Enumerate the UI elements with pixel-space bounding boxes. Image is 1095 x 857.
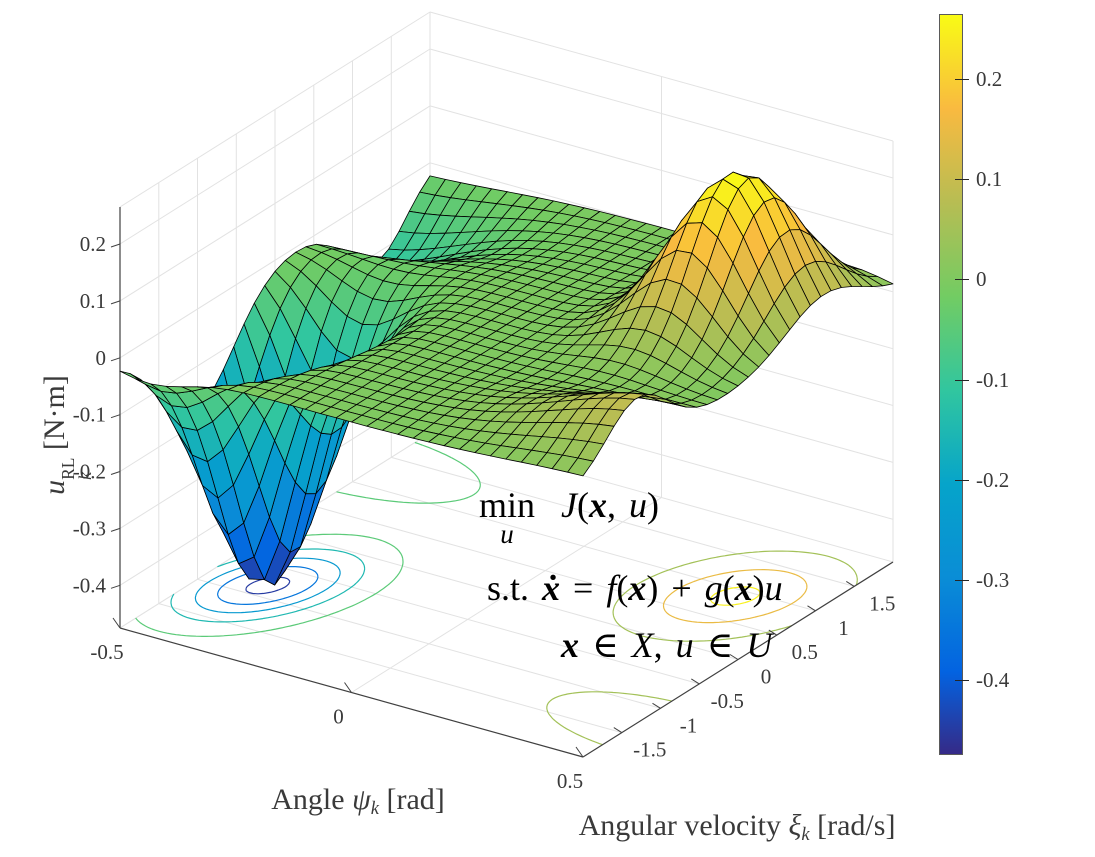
text-token: ( <box>616 568 629 608</box>
text-token: u <box>629 485 647 525</box>
text-token: , <box>653 625 676 665</box>
text-token: , <box>607 485 629 525</box>
colorbar-tick-mark <box>955 379 969 381</box>
y-axis-label: Angular velocity ξk [rad/s] <box>537 809 937 846</box>
text-token: x <box>628 568 647 608</box>
text-token: s.t. <box>487 568 543 608</box>
math-min-objective: min u J(x, u) <box>479 485 659 549</box>
text-token: Angular velocity <box>578 809 789 842</box>
min-operator: min u <box>479 485 536 549</box>
y-tick-label: 1 <box>838 616 849 640</box>
text-token: u <box>38 479 71 495</box>
text-token: [rad] <box>378 783 445 816</box>
text-token: k <box>370 798 379 820</box>
colorbar-tick-label: -0.2 <box>976 467 1010 492</box>
x-tick-label: 0 <box>333 705 344 729</box>
colorbar-tick-mark <box>955 579 969 581</box>
colorbar-tick-label: -0.4 <box>976 667 1010 692</box>
colorbar-tick-mark <box>955 679 969 681</box>
text-token: ( <box>577 485 589 525</box>
text-token: x <box>734 568 753 608</box>
colorbar-gradient <box>939 14 963 755</box>
text-token: ) <box>647 485 659 525</box>
y-tick-label: 0 <box>761 665 772 689</box>
math-dynamics-constraint: s.t. ẋ = f(x) + g(x)u <box>487 568 783 608</box>
text-token: + <box>658 568 705 608</box>
z-tick-label: -0.4 <box>73 573 107 597</box>
colorbar-tick-label: -0.1 <box>976 367 1010 392</box>
x-tick-label: 0.5 <box>557 769 583 793</box>
z-tick-label: 0.1 <box>80 289 106 313</box>
colorbar-tick-label: 0 <box>976 267 987 292</box>
z-tick-label: 0.2 <box>80 232 106 256</box>
objective-function: J(x, u) <box>561 485 659 525</box>
text-token: ) <box>646 568 659 608</box>
text-token: = <box>560 568 607 608</box>
colorbar: 0.2 0.1 0 -0.1 -0.2 -0.3 -0.4 <box>939 14 1009 755</box>
y-tick-label: -0.5 <box>711 689 744 713</box>
y-tick-label: -1 <box>680 713 698 737</box>
colorbar-tick-label: 0.1 <box>976 167 1003 192</box>
colorbar-tick-mark <box>955 179 969 181</box>
text-token: ∈ <box>693 625 747 665</box>
z-axis-label: u RL k [N·m] <box>38 305 95 565</box>
text-token: [N·m] <box>38 375 71 458</box>
text-token: k <box>801 824 810 846</box>
text-token: ξ <box>788 809 802 842</box>
text-token: ∈ <box>579 625 632 665</box>
z-tick-label: -0.1 <box>73 403 106 427</box>
z-tick-label: -0.3 <box>73 516 106 540</box>
text-token: x <box>589 485 607 525</box>
colorbar-tick-mark <box>955 79 969 81</box>
y-tick-label: 0.5 <box>792 640 818 664</box>
text-token: u <box>764 568 783 608</box>
text-token: U <box>746 625 773 665</box>
text-token: f <box>606 568 617 608</box>
surface-mesh <box>119 171 894 586</box>
x-tick-label: -0.5 <box>90 640 123 664</box>
math-set-constraints: x ∈ X, u ∈ U <box>561 625 773 665</box>
colorbar-tick-mark <box>955 279 969 281</box>
y-tick-label: -1.5 <box>633 738 666 762</box>
text-token: [rad/s] <box>809 809 896 842</box>
text-token: ) <box>752 568 765 608</box>
text-token: x <box>561 625 579 665</box>
text-token: g <box>704 568 723 608</box>
text-token: u <box>675 625 694 665</box>
sup-sub-stack: RL k <box>58 458 96 480</box>
text-token: ( <box>722 568 735 608</box>
text-token: ψ <box>352 783 371 816</box>
text-token: Angle <box>271 783 353 816</box>
x-axis-label: Angle ψk [rad] <box>208 783 508 820</box>
text-token: J <box>561 485 577 525</box>
colorbar-tick-label: -0.3 <box>976 567 1010 592</box>
y-tick-label: 1.5 <box>869 591 895 615</box>
axis-ticks: -0.5 0 0.5 -1.5 -1 -0.5 0 0.5 1 1.5 0.2 0.1 0 -0.1 -0.… <box>73 232 896 793</box>
colorbar-tick-label: 0.2 <box>976 67 1003 92</box>
min-subscript: u <box>500 518 514 549</box>
z-tick-label: 0 <box>96 346 107 370</box>
z-tick-label: -0.2 <box>73 460 106 484</box>
text-token: X <box>631 625 654 665</box>
colorbar-tick-mark <box>955 479 969 481</box>
text-token: ẋ <box>542 568 561 608</box>
subscript: k <box>75 472 96 480</box>
min-word: min <box>479 485 536 525</box>
